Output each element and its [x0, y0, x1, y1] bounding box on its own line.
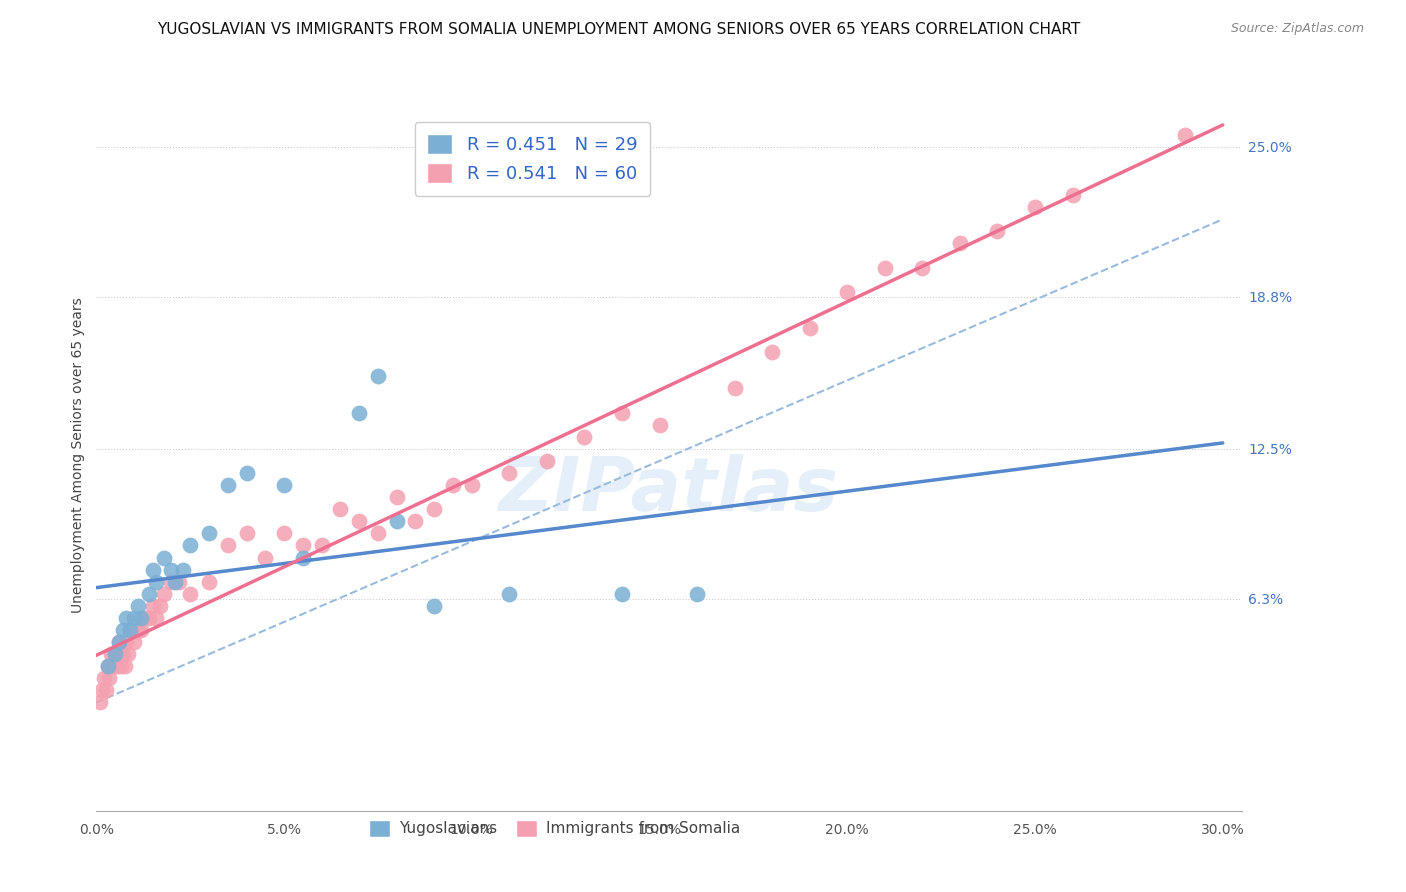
- Point: [97, 659, 120, 673]
- Point: [291, 550, 314, 565]
- Point: [724, 381, 747, 395]
- Point: [1062, 188, 1084, 202]
- Point: [108, 635, 131, 649]
- Point: [172, 563, 194, 577]
- Point: [114, 659, 136, 673]
- Point: [986, 224, 1008, 238]
- Point: [97, 659, 120, 673]
- Point: [120, 623, 142, 637]
- Point: [610, 587, 633, 601]
- Point: [115, 611, 138, 625]
- Point: [138, 587, 160, 601]
- Point: [235, 526, 257, 541]
- Y-axis label: Unemployment Among Seniors over 65 years: Unemployment Among Seniors over 65 years: [72, 297, 86, 613]
- Point: [111, 623, 134, 637]
- Point: [949, 236, 972, 251]
- Point: [149, 599, 172, 613]
- Point: [498, 587, 520, 601]
- Point: [153, 550, 176, 565]
- Text: ZIPatlas: ZIPatlas: [499, 454, 839, 527]
- Point: [291, 538, 314, 552]
- Point: [347, 406, 370, 420]
- Point: [367, 526, 389, 541]
- Point: [153, 587, 176, 601]
- Point: [160, 574, 183, 589]
- Point: [311, 538, 333, 552]
- Point: [217, 538, 239, 552]
- Point: [1174, 128, 1197, 142]
- Point: [198, 526, 221, 541]
- Text: YUGOSLAVIAN VS IMMIGRANTS FROM SOMALIA UNEMPLOYMENT AMONG SENIORS OVER 65 YEARS : YUGOSLAVIAN VS IMMIGRANTS FROM SOMALIA U…: [157, 22, 1080, 37]
- Point: [98, 671, 121, 685]
- Point: [131, 611, 153, 625]
- Point: [610, 406, 633, 420]
- Point: [423, 599, 446, 613]
- Point: [138, 611, 160, 625]
- Point: [235, 466, 257, 480]
- Point: [761, 345, 783, 359]
- Point: [111, 647, 134, 661]
- Point: [385, 514, 408, 528]
- Point: [873, 260, 896, 275]
- Point: [91, 683, 114, 698]
- Point: [93, 671, 115, 685]
- Point: [117, 647, 139, 661]
- Point: [89, 696, 111, 710]
- Point: [686, 587, 709, 601]
- Point: [329, 502, 352, 516]
- Point: [1024, 200, 1046, 214]
- Point: [160, 563, 183, 577]
- Point: [837, 285, 859, 299]
- Point: [165, 574, 187, 589]
- Point: [105, 659, 128, 673]
- Point: [254, 550, 277, 565]
- Point: [115, 635, 138, 649]
- Point: [273, 478, 295, 492]
- Point: [145, 611, 167, 625]
- Point: [461, 478, 484, 492]
- Text: Source: ZipAtlas.com: Source: ZipAtlas.com: [1230, 22, 1364, 36]
- Point: [385, 490, 408, 504]
- Point: [273, 526, 295, 541]
- Point: [574, 430, 596, 444]
- Point: [103, 659, 125, 673]
- Point: [441, 478, 464, 492]
- Point: [108, 635, 131, 649]
- Point: [110, 659, 132, 673]
- Point: [648, 417, 671, 432]
- Point: [100, 647, 122, 661]
- Point: [122, 611, 145, 625]
- Point: [127, 623, 149, 637]
- Point: [367, 369, 389, 384]
- Point: [536, 454, 558, 468]
- Point: [347, 514, 370, 528]
- Point: [405, 514, 427, 528]
- Point: [167, 574, 190, 589]
- Point: [423, 502, 446, 516]
- Point: [104, 647, 127, 661]
- Point: [799, 321, 821, 335]
- Point: [179, 538, 201, 552]
- Point: [198, 574, 221, 589]
- Point: [142, 599, 165, 613]
- Point: [498, 466, 520, 480]
- Point: [134, 611, 156, 625]
- Point: [911, 260, 934, 275]
- Point: [145, 574, 167, 589]
- Point: [120, 623, 142, 637]
- Legend: Yugoslavians, Immigrants from Somalia: Yugoslavians, Immigrants from Somalia: [363, 814, 747, 843]
- Point: [122, 635, 145, 649]
- Point: [131, 623, 153, 637]
- Point: [179, 587, 201, 601]
- Point: [217, 478, 239, 492]
- Point: [142, 563, 165, 577]
- Point: [94, 683, 117, 698]
- Point: [104, 647, 127, 661]
- Point: [127, 599, 149, 613]
